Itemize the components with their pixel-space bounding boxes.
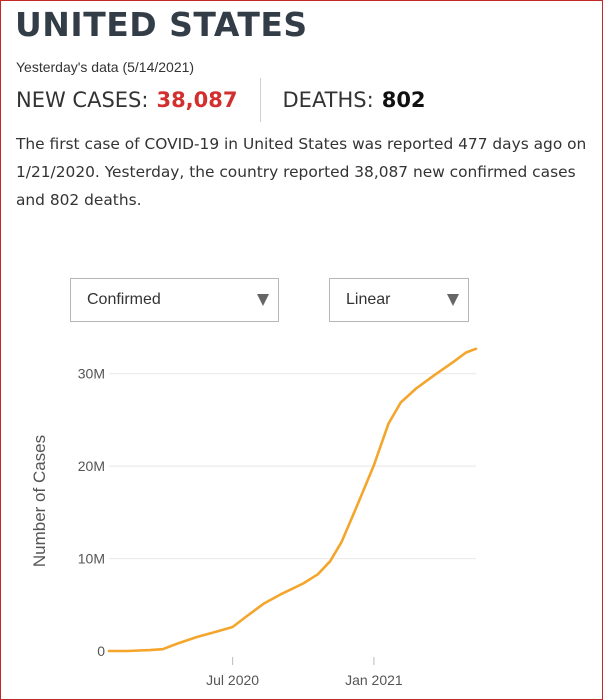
summary-disease: COVID-19 <box>144 135 220 153</box>
chart-y-ticks: 0 10M 20M 30M <box>78 366 105 659</box>
chart-y-tick-label: 10M <box>78 551 105 567</box>
chevron-down-icon <box>447 294 459 306</box>
new-cases-value: 38,087 <box>156 88 238 112</box>
data-date: Yesterday's data (5/14/2021) <box>16 59 195 75</box>
summary-part-1: The first case of <box>16 135 145 153</box>
chevron-down-icon <box>257 294 269 306</box>
scale-dropdown-value: Linear <box>346 291 391 308</box>
chart-series-line <box>107 347 478 653</box>
summary-text: The first case of COVID-19 in United Sta… <box>16 130 594 214</box>
chart-y-tick-label: 0 <box>97 643 105 659</box>
metric-dropdown-value: Confirmed <box>87 291 161 308</box>
chart-x-tick-label: Jul 2020 <box>206 672 259 688</box>
scale-dropdown[interactable]: Linear <box>329 278 469 322</box>
stats-divider <box>259 78 261 122</box>
stats-row: NEW CASES: 38,087 DEATHS: 802 <box>16 77 426 123</box>
deaths-value: 802 <box>381 88 426 112</box>
chart-y-axis-label: Number of Cases <box>30 435 49 567</box>
summary-part-2: in United States was reported 477 days a… <box>16 135 587 209</box>
chart-x-ticks: Jul 2020 Jan 2021 <box>206 657 403 688</box>
chart-grid <box>109 373 476 560</box>
deaths-label: DEATHS: <box>282 88 374 112</box>
metric-dropdown[interactable]: Confirmed <box>70 278 279 322</box>
country-title: UNITED STATES <box>15 5 308 44</box>
chart-y-tick-label: 20M <box>78 458 105 474</box>
new-cases-label: NEW CASES: <box>16 88 149 112</box>
chart-x-tick-label: Jan 2021 <box>345 672 403 688</box>
chart-y-tick-label: 30M <box>78 366 105 382</box>
